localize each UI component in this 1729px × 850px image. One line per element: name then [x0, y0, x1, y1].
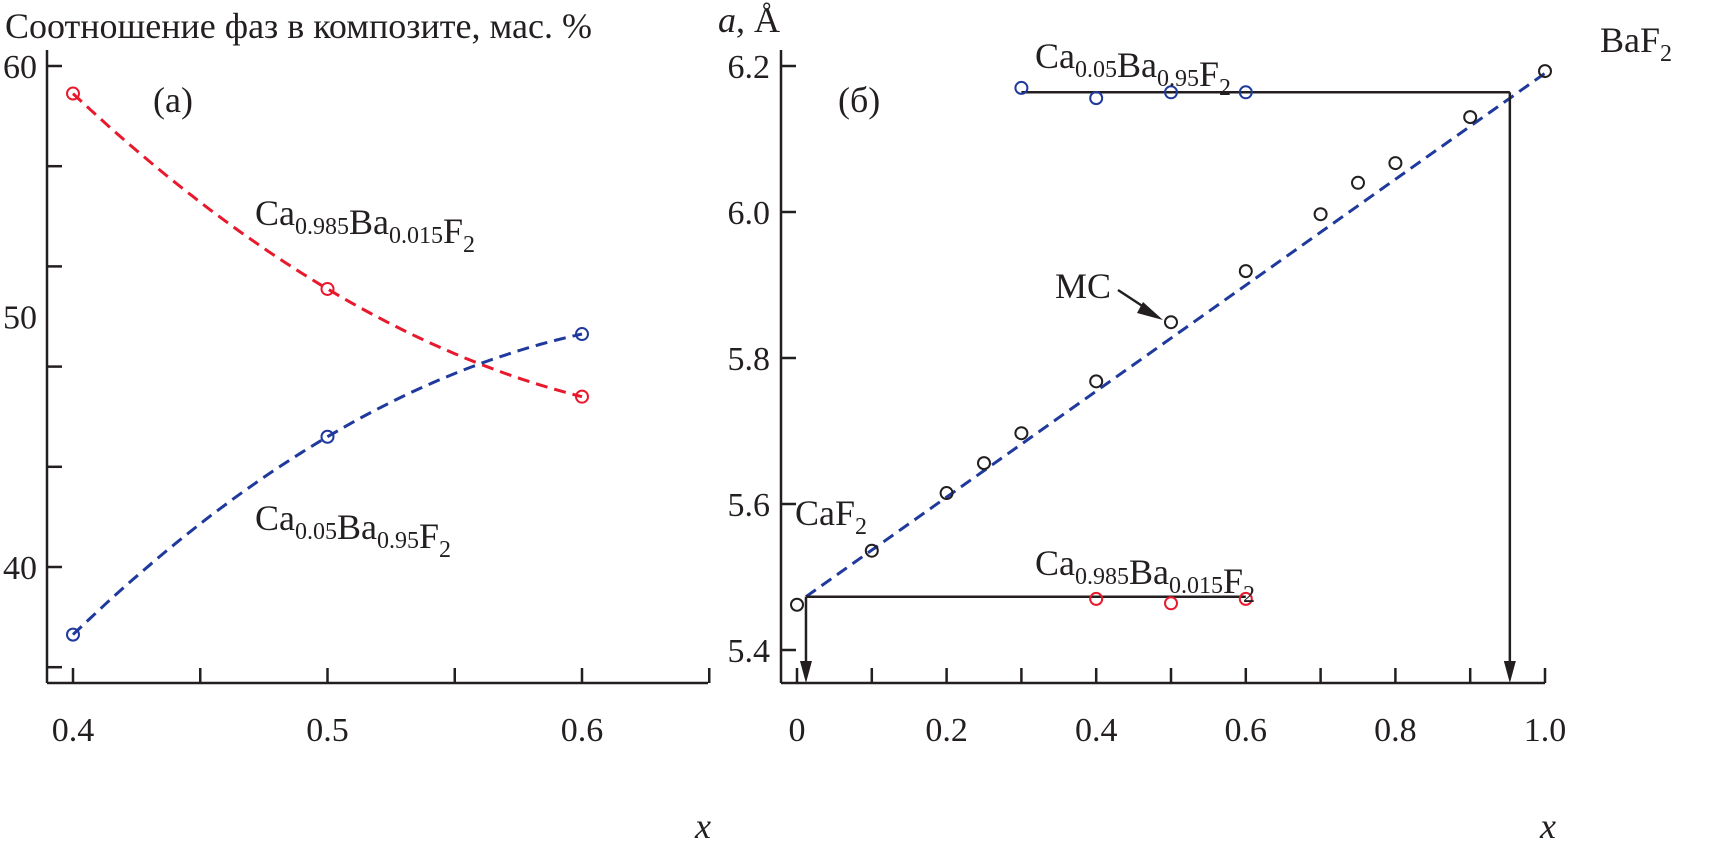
data-point-b-1 [1014, 80, 1029, 95]
data-point-a [575, 389, 589, 404]
x-axis-label-a: x [694, 806, 711, 846]
data-point-b-0 [790, 597, 804, 612]
panel-label-b: (б) [838, 80, 880, 120]
data-point-b-0 [1313, 207, 1328, 222]
annotation-baf2: BaF2 [1600, 20, 1672, 67]
x-tick-label-b: 1.0 [1524, 712, 1567, 749]
data-point-b-1 [1089, 91, 1104, 106]
data-point-b-0 [1014, 426, 1029, 441]
annotation-mc: MC [1055, 266, 1111, 306]
x-tick-label-a: 0.5 [306, 712, 349, 749]
data-point-a [320, 281, 335, 296]
arrow-baf2-level-head [1503, 661, 1516, 683]
series-line-a-0 [71, 92, 583, 399]
data-point-a [320, 429, 335, 444]
fit-line-b [805, 72, 1546, 598]
chart-title-a: Соотношение фаз в композите, мас. % [5, 6, 592, 46]
x-tick-label-b: 0.6 [1225, 712, 1268, 749]
y-tick-label-a: 40 [3, 550, 37, 587]
y-tick-label-b: 6.2 [728, 49, 771, 86]
data-point-b-0 [864, 543, 879, 558]
data-point-b-0 [1538, 64, 1552, 79]
panel-label-a: (а) [153, 80, 193, 120]
annotation-caf2: CaF2 [795, 493, 867, 540]
data-point-b-0 [977, 456, 991, 471]
y-tick-label-b: 5.8 [728, 341, 771, 378]
data-point-b-0 [1388, 156, 1403, 171]
y-tick-label-a: 60 [3, 49, 37, 86]
x-tick-label-b: 0 [789, 712, 806, 749]
data-point-b-2 [1164, 596, 1178, 611]
y-tick-label-b: 6.0 [728, 195, 771, 232]
series-label-blue-a: Ca0.05Ba0.95F2 [255, 498, 451, 563]
y-tick-label-a: 50 [3, 300, 37, 337]
data-point-b-1 [1238, 85, 1253, 100]
x-tick-label-b: 0.4 [1075, 712, 1118, 749]
series-label-blue-b: Ca0.05Ba0.95F2 [1035, 36, 1231, 101]
data-point-b-2 [1238, 591, 1253, 606]
x-tick-label-a: 0.4 [52, 712, 95, 749]
arrow-mc-head [1137, 302, 1163, 320]
y-tick-label-b: 5.6 [728, 487, 771, 524]
data-point-a [66, 627, 80, 642]
x-tick-label-a: 0.6 [561, 712, 604, 749]
x-tick-label-b: 0.2 [925, 712, 968, 749]
data-point-b-0 [1351, 175, 1365, 190]
arrow-caf2-level-head [799, 661, 812, 683]
data-point-b-1 [1164, 85, 1178, 100]
x-axis-label-b: x [1539, 806, 1556, 846]
y-axis-label-b: a, Å [718, 0, 780, 40]
series-label-red-b: Ca0.985Ba0.015F2 [1035, 543, 1255, 608]
data-point-b-0 [939, 486, 954, 501]
data-point-b-0 [1463, 110, 1478, 125]
data-point-b-0 [1089, 374, 1104, 389]
data-point-b-2 [1089, 591, 1104, 606]
data-point-a [575, 327, 589, 342]
data-point-a [66, 86, 80, 101]
data-point-b-0 [1164, 315, 1178, 330]
data-point-b-0 [1238, 264, 1253, 279]
y-tick-label-b: 5.4 [728, 633, 771, 670]
series-line-a-1 [71, 332, 583, 636]
x-tick-label-b: 0.8 [1374, 712, 1417, 749]
series-label-red-a: Ca0.985Ba0.015F2 [255, 193, 475, 258]
